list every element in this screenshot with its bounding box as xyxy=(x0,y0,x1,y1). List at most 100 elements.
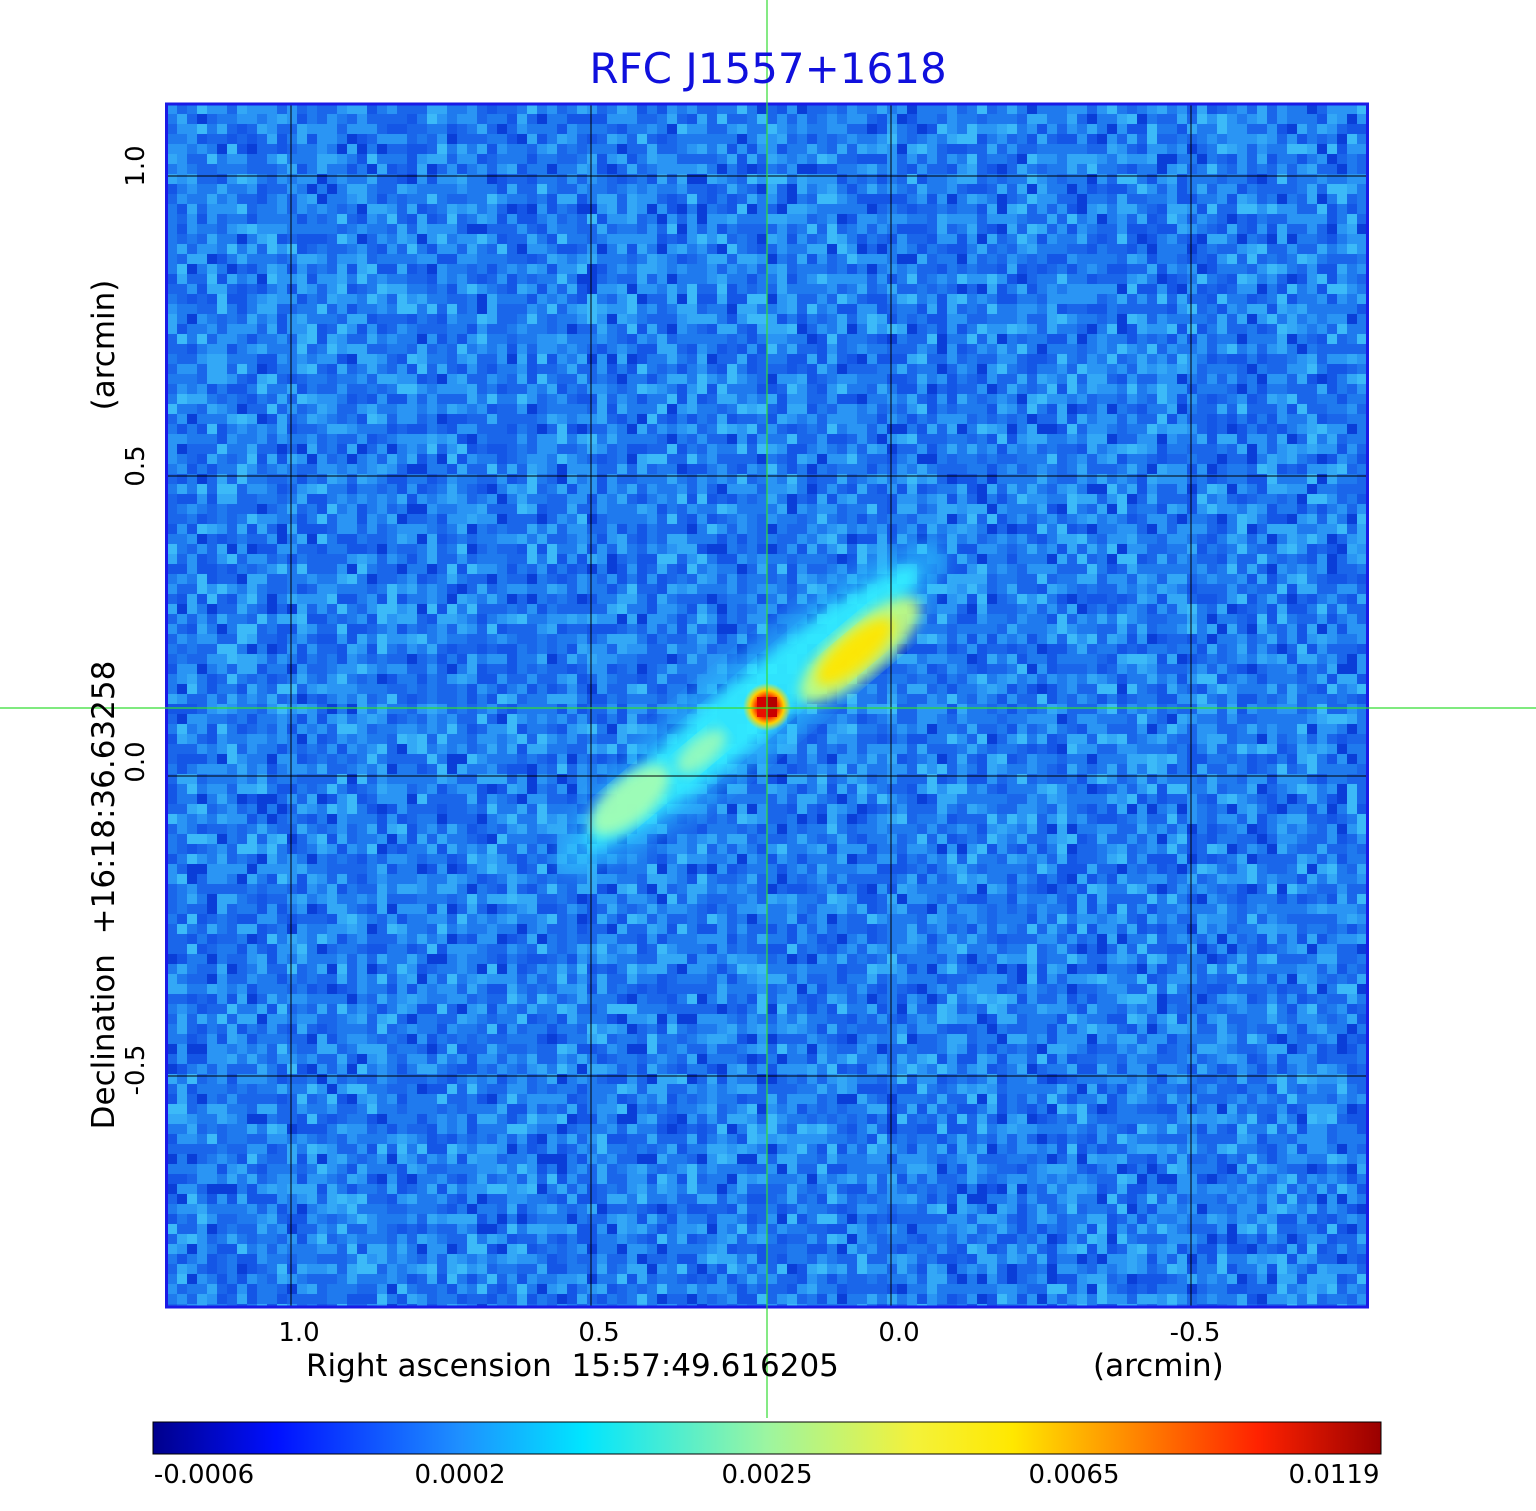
map-pixel xyxy=(667,104,677,114)
map-pixel xyxy=(1327,154,1337,164)
map-pixel xyxy=(1117,294,1127,304)
map-pixel xyxy=(757,254,767,264)
map-pixel xyxy=(1327,634,1337,644)
map-pixel xyxy=(1167,574,1177,584)
map-pixel xyxy=(517,574,527,584)
map-pixel xyxy=(347,544,357,554)
map-pixel xyxy=(327,604,337,614)
map-pixel xyxy=(377,124,387,134)
map-pixel xyxy=(877,244,887,254)
map-pixel xyxy=(1057,384,1067,394)
map-pixel xyxy=(577,314,587,324)
map-pixel xyxy=(1267,364,1277,374)
map-pixel xyxy=(347,284,357,294)
map-pixel xyxy=(517,384,527,394)
map-pixel xyxy=(337,624,347,634)
map-pixel xyxy=(517,174,527,184)
map-pixel xyxy=(1327,104,1337,114)
map-pixel xyxy=(267,234,277,244)
map-pixel xyxy=(597,504,607,514)
map-pixel xyxy=(507,454,517,464)
map-pixel xyxy=(1137,644,1147,654)
map-pixel xyxy=(497,304,507,314)
map-pixel xyxy=(367,334,377,344)
map-pixel xyxy=(1037,194,1047,204)
map-pixel xyxy=(1347,254,1357,264)
map-pixel xyxy=(1217,254,1227,264)
map-pixel xyxy=(447,284,457,294)
map-pixel xyxy=(727,494,737,504)
map-pixel xyxy=(917,334,927,344)
map-pixel xyxy=(1097,104,1107,114)
map-pixel xyxy=(727,304,737,314)
map-pixel xyxy=(787,274,797,284)
map-pixel xyxy=(587,284,597,294)
map-pixel xyxy=(217,434,227,444)
map-pixel xyxy=(1287,224,1297,234)
map-pixel xyxy=(867,434,877,444)
map-pixel xyxy=(1357,174,1367,184)
map-pixel xyxy=(1257,264,1267,274)
map-pixel xyxy=(617,354,627,364)
map-pixel xyxy=(667,434,677,444)
map-pixel xyxy=(497,634,507,644)
map-pixel xyxy=(527,184,537,194)
map-pixel xyxy=(817,514,827,524)
map-pixel xyxy=(307,364,317,374)
map-pixel xyxy=(1347,364,1357,374)
map-pixel xyxy=(637,454,647,464)
map-pixel xyxy=(217,544,227,554)
map-pixel xyxy=(677,374,687,384)
map-pixel xyxy=(717,404,727,414)
map-pixel xyxy=(1077,494,1087,504)
map-pixel xyxy=(1067,314,1077,324)
map-pixel xyxy=(477,164,487,174)
map-pixel xyxy=(387,144,397,154)
map-pixel xyxy=(477,154,487,164)
map-pixel xyxy=(837,244,847,254)
map-pixel xyxy=(197,444,207,454)
map-pixel xyxy=(677,654,687,664)
map-pixel xyxy=(507,514,517,524)
map-pixel xyxy=(967,384,977,394)
map-pixel xyxy=(877,144,887,154)
map-pixel xyxy=(1327,294,1337,304)
map-pixel xyxy=(407,244,417,254)
map-pixel xyxy=(477,374,487,384)
map-pixel xyxy=(897,344,907,354)
map-pixel xyxy=(657,524,667,534)
map-pixel xyxy=(787,474,797,484)
map-pixel xyxy=(517,504,527,514)
map-pixel xyxy=(447,564,457,574)
map-pixel xyxy=(387,124,397,134)
map-pixel xyxy=(607,524,617,534)
map-pixel xyxy=(1327,344,1337,354)
map-pixel xyxy=(547,324,557,334)
map-pixel xyxy=(1017,514,1027,524)
map-pixel xyxy=(707,314,717,324)
map-pixel xyxy=(777,204,787,214)
map-pixel xyxy=(927,334,937,344)
map-pixel xyxy=(547,344,557,354)
map-pixel xyxy=(897,204,907,214)
map-pixel xyxy=(457,504,467,514)
map-pixel xyxy=(747,324,757,334)
map-pixel xyxy=(707,514,717,524)
map-pixel xyxy=(567,484,577,494)
map-pixel xyxy=(817,154,827,164)
map-pixel xyxy=(1157,154,1167,164)
map-pixel xyxy=(197,174,207,184)
map-pixel xyxy=(957,584,967,594)
map-pixel xyxy=(277,434,287,444)
map-pixel xyxy=(1177,574,1187,584)
map-pixel xyxy=(307,634,317,644)
map-pixel xyxy=(727,504,737,514)
map-pixel xyxy=(1067,284,1077,294)
map-pixel xyxy=(977,234,987,244)
map-pixel xyxy=(727,234,737,244)
map-pixel xyxy=(477,424,487,434)
map-pixel xyxy=(867,454,877,464)
map-pixel xyxy=(1257,124,1267,134)
map-pixel xyxy=(637,144,647,154)
map-pixel xyxy=(737,484,747,494)
